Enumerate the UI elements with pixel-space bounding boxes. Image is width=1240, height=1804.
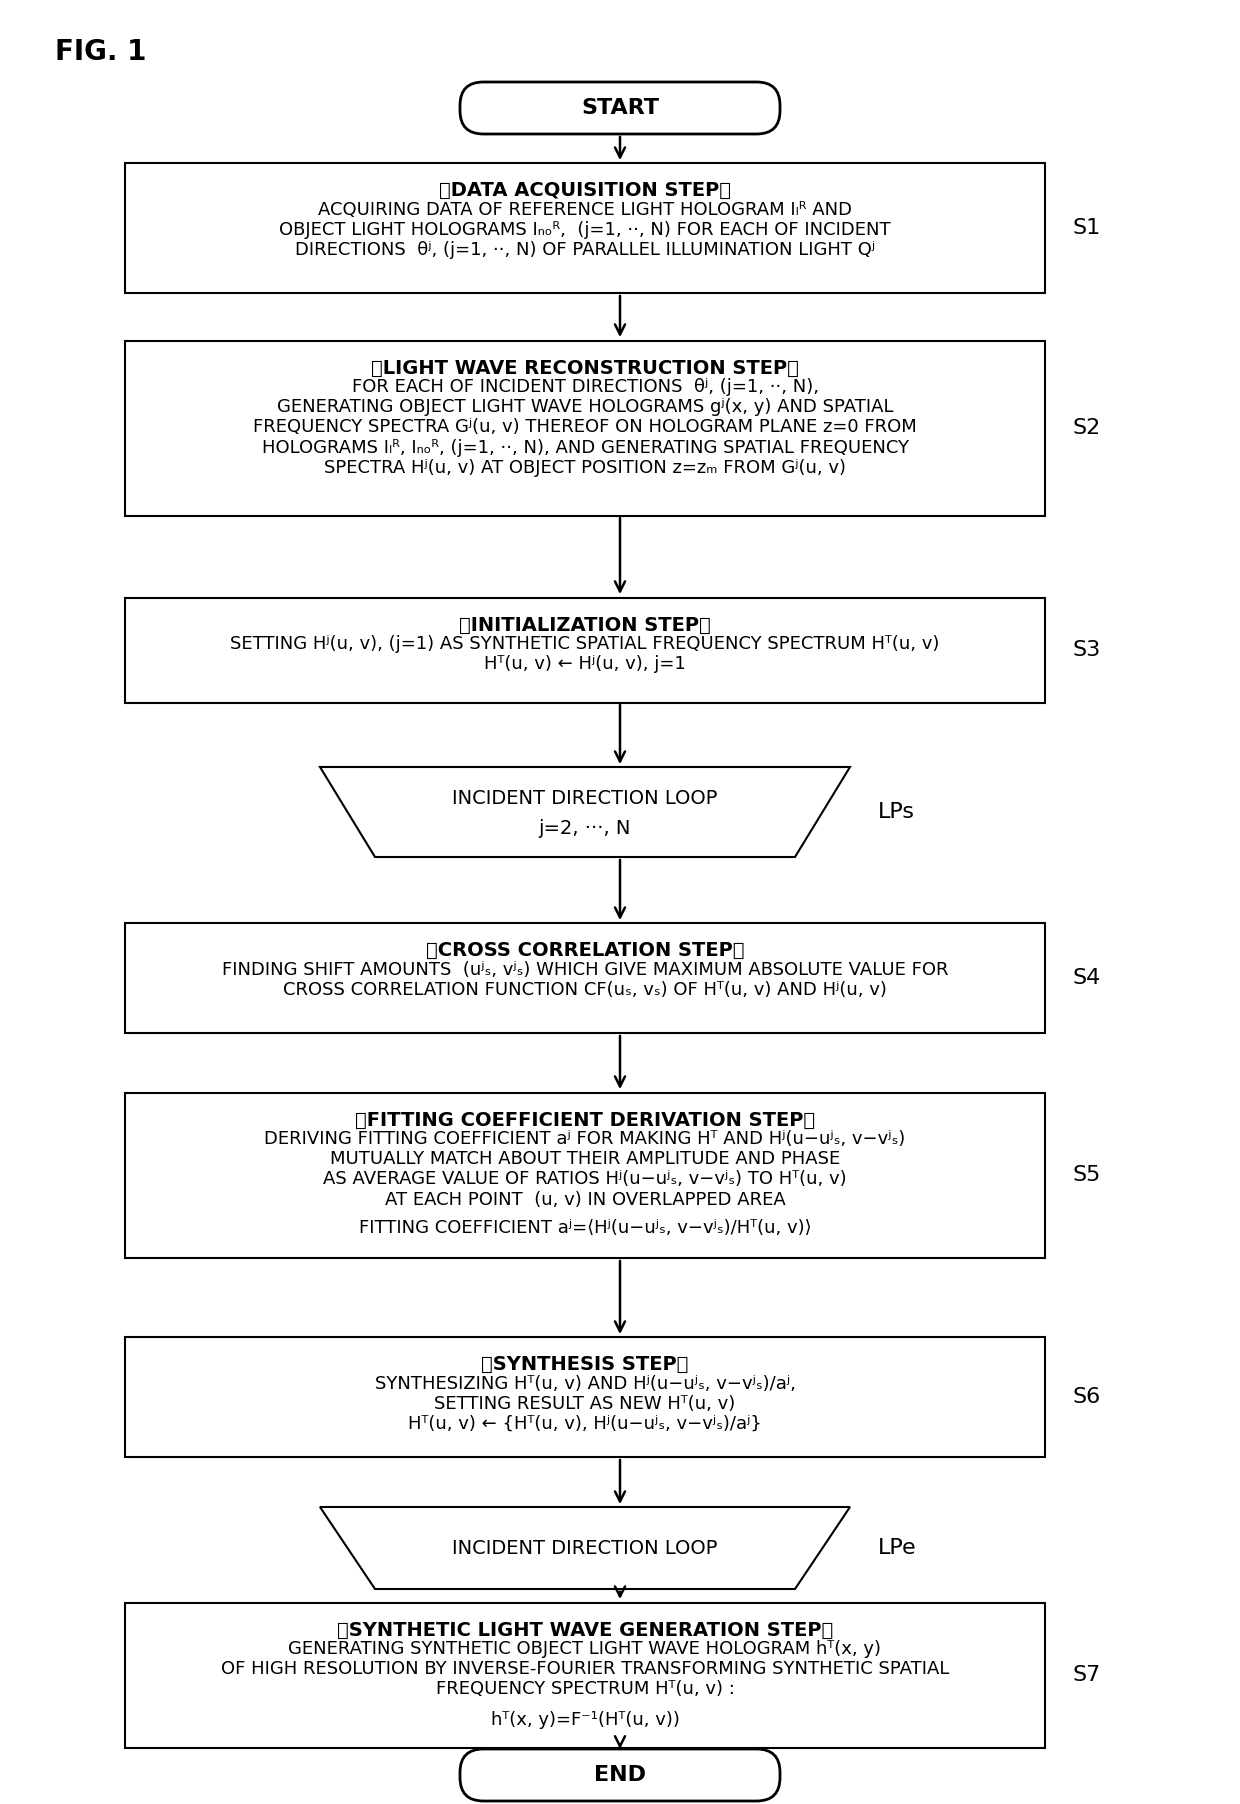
Text: ACQUIRING DATA OF REFERENCE LIGHT HOLOGRAM Iₗᴿ AND: ACQUIRING DATA OF REFERENCE LIGHT HOLOGR… — [317, 200, 852, 218]
Bar — [125, 1602, 1045, 1748]
Text: 【INITIALIZATION STEP】: 【INITIALIZATION STEP】 — [459, 615, 711, 635]
Text: HOLOGRAMS Iₗᴿ, Iₙₒᴿ, (j=1, ··, N), AND GENERATING SPATIAL FREQUENCY: HOLOGRAMS Iₗᴿ, Iₙₒᴿ, (j=1, ··, N), AND G… — [262, 438, 909, 456]
Text: Hᵀ(u, v) ← {Hᵀ(u, v), Hʲ(u−uʲₛ, v−vʲₛ)/aʲ}: Hᵀ(u, v) ← {Hᵀ(u, v), Hʲ(u−uʲₛ, v−vʲₛ)/a… — [408, 1414, 761, 1432]
Text: 【LIGHT WAVE RECONSTRUCTION STEP】: 【LIGHT WAVE RECONSTRUCTION STEP】 — [371, 359, 799, 377]
Text: MUTUALLY MATCH ABOUT THEIR AMPLITUDE AND PHASE: MUTUALLY MATCH ABOUT THEIR AMPLITUDE AND… — [330, 1151, 841, 1169]
Text: S2: S2 — [1073, 419, 1101, 438]
Text: INCIDENT DIRECTION LOOP: INCIDENT DIRECTION LOOP — [453, 788, 718, 808]
Text: SYNTHESIZING Hᵀ(u, v) AND Hʲ(u−uʲₛ, v−vʲₛ)/aʲ,: SYNTHESIZING Hᵀ(u, v) AND Hʲ(u−uʲₛ, v−vʲ… — [374, 1375, 795, 1393]
Text: 【DATA ACQUISITION STEP】: 【DATA ACQUISITION STEP】 — [439, 180, 732, 200]
Polygon shape — [320, 767, 849, 857]
Text: OF HIGH RESOLUTION BY INVERSE-FOURIER TRANSFORMING SYNTHETIC SPATIAL: OF HIGH RESOLUTION BY INVERSE-FOURIER TR… — [221, 1660, 949, 1678]
Text: S5: S5 — [1073, 1165, 1101, 1185]
Text: LPe: LPe — [878, 1539, 916, 1559]
Text: END: END — [594, 1764, 646, 1784]
FancyBboxPatch shape — [460, 1750, 780, 1800]
Text: j=2, ···, N: j=2, ···, N — [539, 819, 631, 837]
Bar — [125, 162, 1045, 292]
Text: hᵀ(x, y)=F⁻¹(Hᵀ(u, v)): hᵀ(x, y)=F⁻¹(Hᵀ(u, v)) — [491, 1710, 680, 1728]
Text: S6: S6 — [1073, 1387, 1101, 1407]
Text: OBJECT LIGHT HOLOGRAMS Iₙₒᴿ,  (j=1, ··, N) FOR EACH OF INCIDENT: OBJECT LIGHT HOLOGRAMS Iₙₒᴿ, (j=1, ··, N… — [279, 220, 890, 238]
Text: Hᵀ(u, v) ← Hʲ(u, v), j=1: Hᵀ(u, v) ← Hʲ(u, v), j=1 — [484, 655, 686, 673]
Text: FITTING COEFFICIENT aʲ=⟨Hʲ(u−uʲₛ, v−vʲₛ)/Hᵀ(u, v)⟩: FITTING COEFFICIENT aʲ=⟨Hʲ(u−uʲₛ, v−vʲₛ)… — [358, 1220, 811, 1238]
Bar — [125, 1337, 1045, 1458]
Text: S7: S7 — [1073, 1665, 1101, 1685]
Text: DIRECTIONS  θʲ, (j=1, ··, N) OF PARALLEL ILLUMINATION LIGHT Qʲ: DIRECTIONS θʲ, (j=1, ··, N) OF PARALLEL … — [295, 242, 875, 260]
Text: CROSS CORRELATION FUNCTION CF(uₛ, vₛ) OF Hᵀ(u, v) AND Hʲ(u, v): CROSS CORRELATION FUNCTION CF(uₛ, vₛ) OF… — [283, 981, 887, 999]
Text: 【SYNTHETIC LIGHT WAVE GENERATION STEP】: 【SYNTHETIC LIGHT WAVE GENERATION STEP】 — [337, 1620, 833, 1640]
Polygon shape — [320, 1506, 849, 1589]
Text: S1: S1 — [1073, 218, 1101, 238]
Text: AS AVERAGE VALUE OF RATIOS Hʲ(u−uʲₛ, v−vʲₛ) TO Hᵀ(u, v): AS AVERAGE VALUE OF RATIOS Hʲ(u−uʲₛ, v−v… — [324, 1171, 847, 1189]
Text: SPECTRA Hʲ(u, v) AT OBJECT POSITION z=zₘ FROM Gʲ(u, v): SPECTRA Hʲ(u, v) AT OBJECT POSITION z=zₘ… — [324, 458, 846, 476]
Text: SETTING RESULT AS NEW Hᵀ(u, v): SETTING RESULT AS NEW Hᵀ(u, v) — [434, 1394, 735, 1413]
Text: GENERATING SYNTHETIC OBJECT LIGHT WAVE HOLOGRAM hᵀ(x, y): GENERATING SYNTHETIC OBJECT LIGHT WAVE H… — [289, 1640, 882, 1658]
Text: FOR EACH OF INCIDENT DIRECTIONS  θʲ, (j=1, ··, N),: FOR EACH OF INCIDENT DIRECTIONS θʲ, (j=1… — [351, 379, 818, 397]
Text: GENERATING OBJECT LIGHT WAVE HOLOGRAMS gʲ(x, y) AND SPATIAL: GENERATING OBJECT LIGHT WAVE HOLOGRAMS g… — [277, 399, 893, 417]
Bar — [125, 1093, 1045, 1257]
Bar — [125, 924, 1045, 1034]
Text: FINDING SHIFT AMOUNTS  (uʲₛ, vʲₛ) WHICH GIVE MAXIMUM ABSOLUTE VALUE FOR: FINDING SHIFT AMOUNTS (uʲₛ, vʲₛ) WHICH G… — [222, 960, 949, 978]
Text: LPs: LPs — [878, 803, 915, 823]
Text: 【CROSS CORRELATION STEP】: 【CROSS CORRELATION STEP】 — [425, 942, 744, 960]
Text: INCIDENT DIRECTION LOOP: INCIDENT DIRECTION LOOP — [453, 1539, 718, 1557]
Text: 【FITTING COEFFICIENT DERIVATION STEP】: 【FITTING COEFFICIENT DERIVATION STEP】 — [355, 1111, 815, 1129]
Text: FREQUENCY SPECTRUM Hᵀ(u, v) :: FREQUENCY SPECTRUM Hᵀ(u, v) : — [435, 1680, 734, 1698]
Text: AT EACH POINT  (u, v) IN OVERLAPPED AREA: AT EACH POINT (u, v) IN OVERLAPPED AREA — [384, 1191, 785, 1209]
Text: FIG. 1: FIG. 1 — [55, 38, 146, 67]
FancyBboxPatch shape — [460, 81, 780, 133]
Bar — [125, 341, 1045, 516]
Bar — [125, 597, 1045, 702]
Text: START: START — [582, 97, 658, 117]
Text: DERIVING FITTING COEFFICIENT aʲ FOR MAKING Hᵀ AND Hʲ(u−uʲₛ, v−vʲₛ): DERIVING FITTING COEFFICIENT aʲ FOR MAKI… — [264, 1129, 905, 1147]
Text: S3: S3 — [1073, 640, 1101, 660]
Text: 【SYNTHESIS STEP】: 【SYNTHESIS STEP】 — [481, 1355, 688, 1375]
Text: S4: S4 — [1073, 969, 1101, 989]
Text: FREQUENCY SPECTRA Gʲ(u, v) THEREOF ON HOLOGRAM PLANE z=0 FROM: FREQUENCY SPECTRA Gʲ(u, v) THEREOF ON HO… — [253, 419, 916, 437]
Text: SETTING Hʲ(u, v), (j=1) AS SYNTHETIC SPATIAL FREQUENCY SPECTRUM Hᵀ(u, v): SETTING Hʲ(u, v), (j=1) AS SYNTHETIC SPA… — [231, 635, 940, 653]
